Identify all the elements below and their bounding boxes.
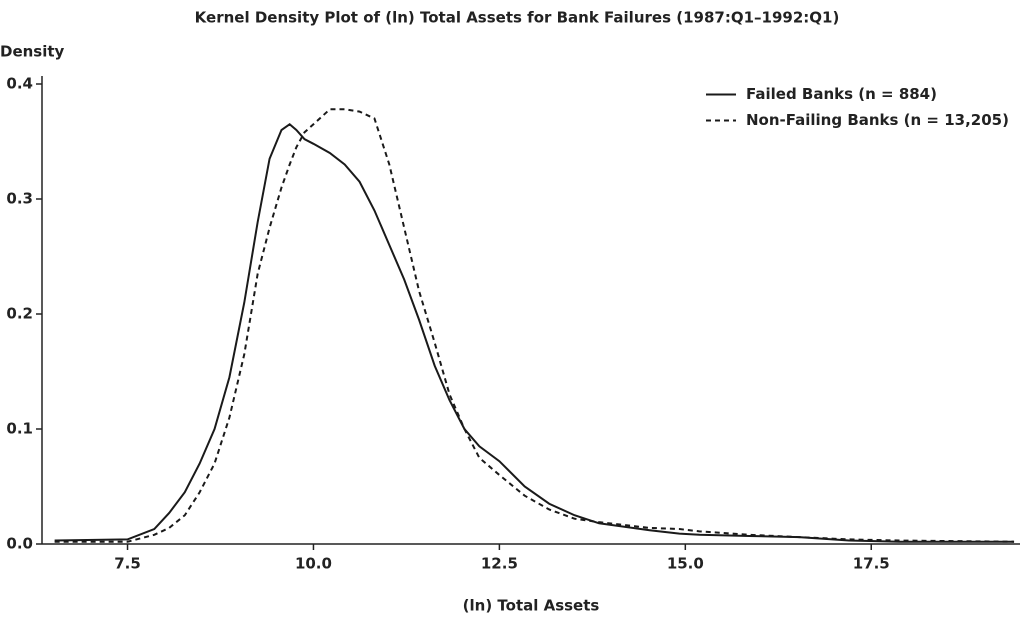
- series-line: [54, 122, 1015, 543]
- y-axis-label: Density: [0, 43, 65, 61]
- legend-label: Failed Banks (n = 884): [746, 85, 937, 103]
- x-tick-label: 15.0: [667, 555, 704, 573]
- y-tick-label: 0.3: [6, 190, 33, 208]
- y-tick-label: 0.2: [6, 305, 33, 323]
- y-tick-label: 0.0: [6, 535, 33, 553]
- chart-title: Kernel Density Plot of (ln) Total Assets…: [195, 9, 840, 27]
- x-tick-label: 10.0: [295, 555, 332, 573]
- y-tick-label: 0.4: [6, 75, 33, 93]
- x-tick-label: 12.5: [481, 555, 518, 573]
- legend-label: Non-Failing Banks (n = 13,205): [746, 111, 1009, 129]
- series-line: [54, 108, 1015, 543]
- x-axis-label: (ln) Total Assets: [463, 597, 600, 615]
- x-tick-label: 7.5: [114, 555, 141, 573]
- y-tick-label: 0.1: [6, 420, 33, 438]
- x-tick-label: 17.5: [853, 555, 890, 573]
